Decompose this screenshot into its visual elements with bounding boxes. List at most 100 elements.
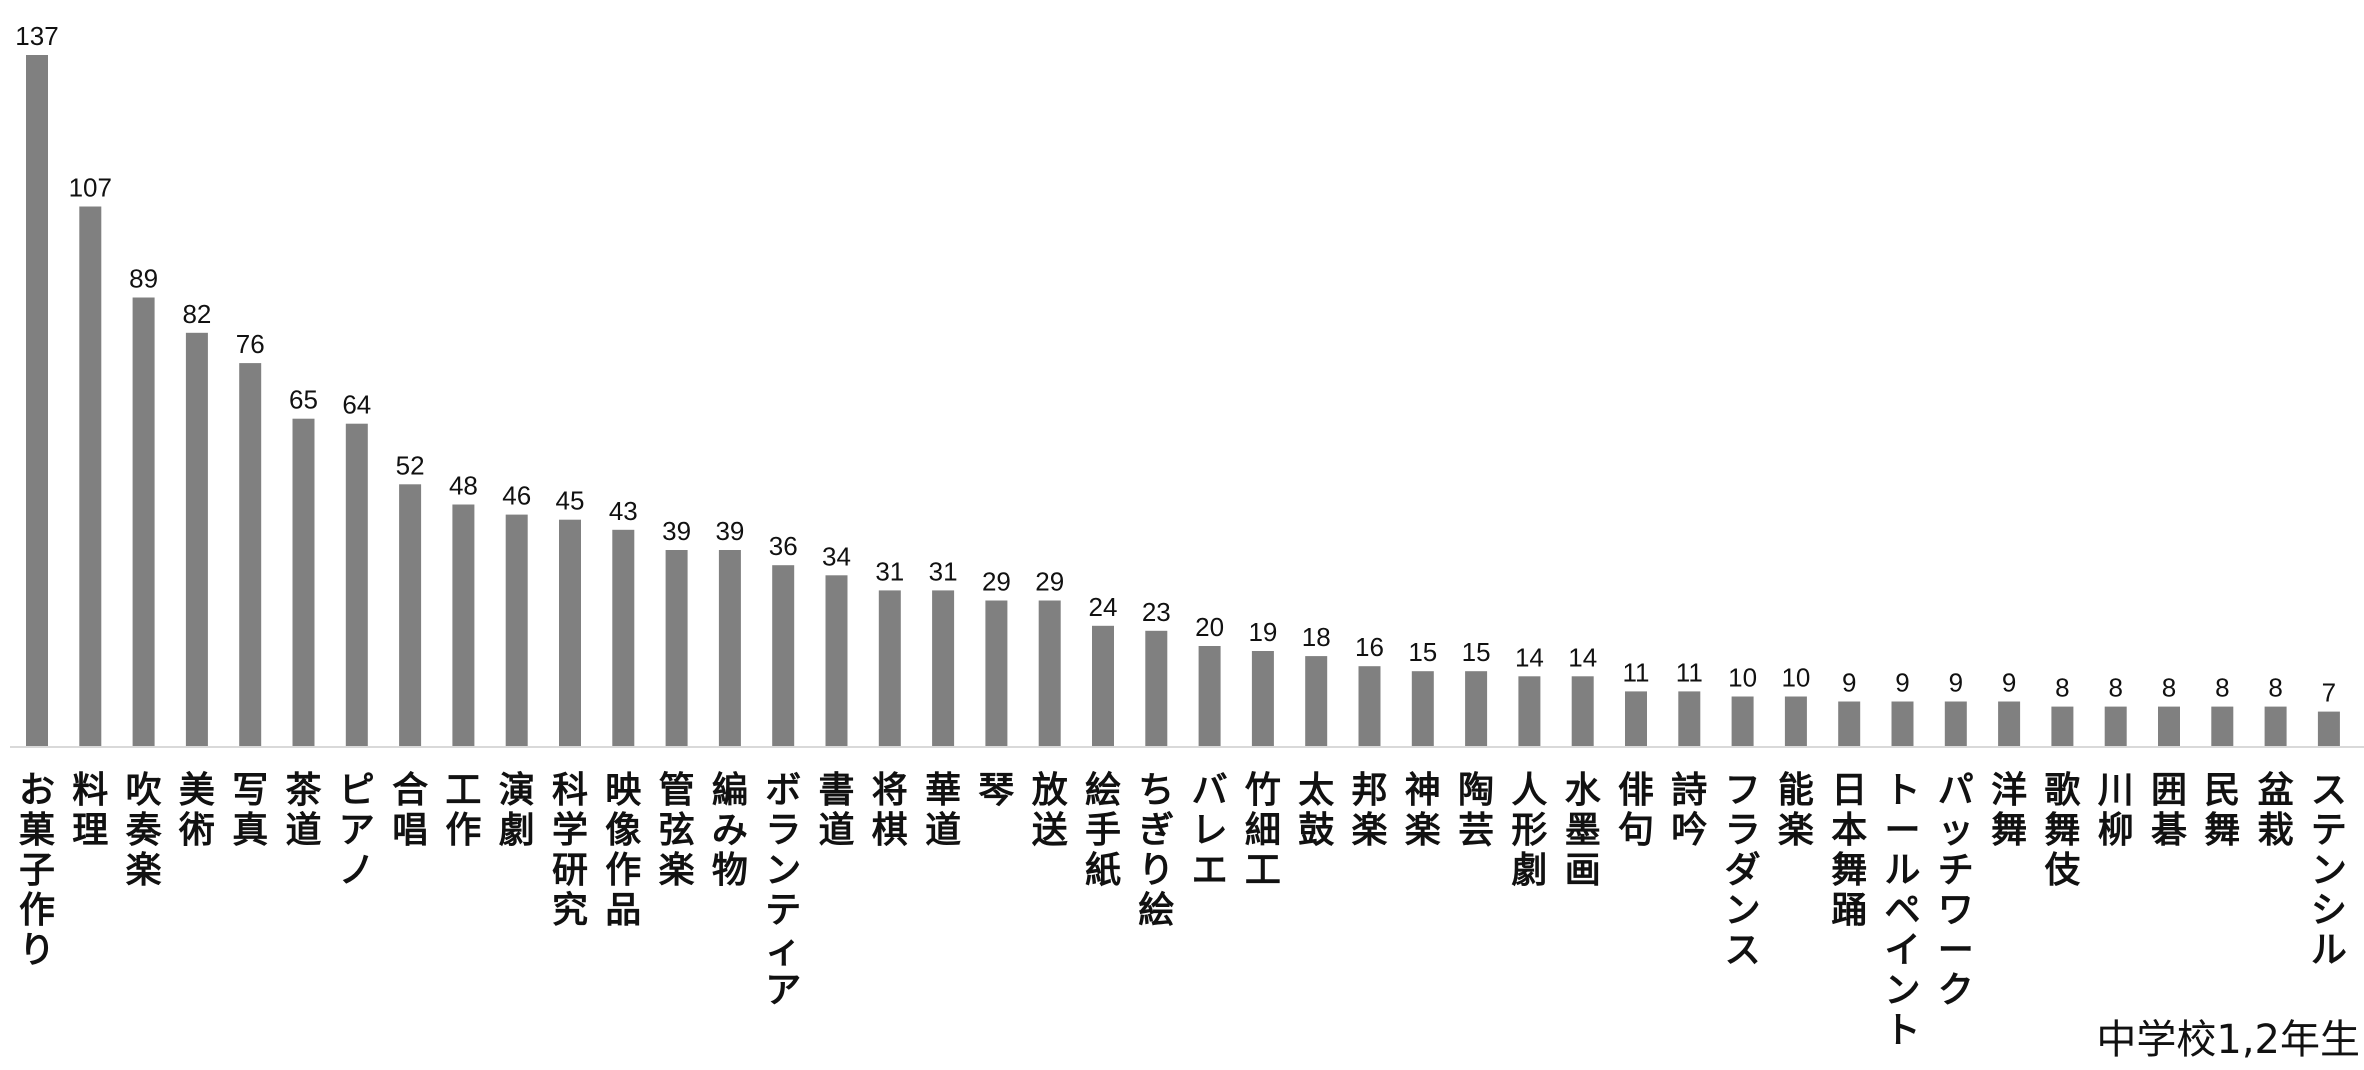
category-label-33: フラダンス xyxy=(1725,770,1761,971)
value-label-15: 36 xyxy=(769,531,798,561)
value-label-37: 9 xyxy=(1949,668,1963,698)
value-label-41: 8 xyxy=(2162,673,2176,703)
category-label-13: 管弦楽 xyxy=(659,770,695,891)
bar-15 xyxy=(772,565,795,747)
category-label-39: 歌舞伎 xyxy=(2044,770,2081,891)
chart-caption: 中学校1,2年生 xyxy=(2096,1017,2360,1063)
category-label-19: 琴 xyxy=(978,770,1014,811)
value-label-11: 45 xyxy=(556,486,585,516)
category-label-31: 俳句 xyxy=(1618,770,1654,851)
value-label-7: 64 xyxy=(342,390,371,420)
bar-33 xyxy=(1731,696,1754,747)
value-label-9: 48 xyxy=(449,471,478,501)
value-label-36: 9 xyxy=(1895,668,1909,698)
bar-39 xyxy=(2051,706,2074,747)
value-label-22: 23 xyxy=(1142,597,1171,627)
bar-29 xyxy=(1518,676,1541,747)
bar-38 xyxy=(1998,701,2021,747)
category-label-36: トールペイント xyxy=(1884,770,1920,1051)
value-label-27: 15 xyxy=(1408,637,1437,667)
bar-40 xyxy=(2104,706,2127,747)
bar-11 xyxy=(559,519,581,747)
category-label-4: 美術 xyxy=(178,770,215,851)
value-label-42: 8 xyxy=(2215,673,2229,703)
category-label-41: 囲碁 xyxy=(2151,770,2187,851)
value-label-18: 31 xyxy=(929,556,958,586)
bar-20 xyxy=(1038,600,1061,747)
bar-24 xyxy=(1251,651,1274,747)
category-label-17: 将棋 xyxy=(872,770,908,851)
category-label-7: ピアノ xyxy=(339,770,375,891)
category-labels-group: お菓子作り料理吹奏楽美術写真茶道ピアノ合唱工作演劇科学研究映像作品管弦楽編み物ボ… xyxy=(19,770,2347,1051)
category-label-21: 絵手紙 xyxy=(1085,770,1121,891)
category-label-28: 陶芸 xyxy=(1458,770,1494,851)
category-label-38: 洋舞 xyxy=(1991,770,2027,851)
bar-7 xyxy=(345,423,368,747)
bar-31 xyxy=(1625,691,1647,747)
value-label-17: 31 xyxy=(875,556,904,586)
bar-13 xyxy=(665,550,688,747)
category-label-37: パッチワーク xyxy=(1938,770,1974,1011)
value-label-14: 39 xyxy=(715,516,744,546)
category-label-40: 川柳 xyxy=(2098,770,2134,851)
category-label-22: ちぎり絵 xyxy=(1138,770,1174,931)
bars-group xyxy=(26,55,2340,747)
category-label-29: 人形劇 xyxy=(1511,770,1547,891)
category-label-20: 放送 xyxy=(1032,770,1068,851)
bar-6 xyxy=(292,418,315,747)
category-label-9: 工作 xyxy=(445,770,481,851)
value-label-40: 8 xyxy=(2108,673,2122,703)
category-label-23: バレエ xyxy=(1192,770,1228,891)
bar-19 xyxy=(985,600,1008,747)
category-label-14: 編み物 xyxy=(712,770,748,891)
category-label-6: 茶道 xyxy=(285,770,322,851)
value-label-33: 10 xyxy=(1728,663,1757,693)
value-label-16: 34 xyxy=(822,541,851,571)
bar-8 xyxy=(399,484,422,747)
category-label-27: 神楽 xyxy=(1405,770,1441,851)
category-label-12: 映像作品 xyxy=(605,770,641,931)
category-label-11: 科学研究 xyxy=(552,770,588,931)
bar-22 xyxy=(1145,630,1168,747)
bar-36 xyxy=(1891,701,1914,747)
bar-18 xyxy=(932,590,955,747)
bar-4 xyxy=(185,332,208,747)
value-label-6: 65 xyxy=(289,385,318,415)
bar-28 xyxy=(1465,671,1488,747)
bar-21 xyxy=(1092,625,1114,747)
category-label-24: 竹細工 xyxy=(1245,770,1281,891)
category-label-44: ステンシル xyxy=(2311,770,2347,971)
bar-43 xyxy=(2264,706,2287,747)
category-label-10: 演劇 xyxy=(499,770,535,851)
bar-2 xyxy=(79,206,102,747)
value-label-24: 19 xyxy=(1248,617,1277,647)
value-label-1: 137 xyxy=(15,21,58,51)
value-label-25: 18 xyxy=(1302,622,1331,652)
category-label-5: 写真 xyxy=(232,770,268,851)
value-label-2: 107 xyxy=(69,173,112,203)
bar-35 xyxy=(1838,701,1861,747)
category-label-35: 日本舞踊 xyxy=(1831,770,1867,931)
value-label-30: 14 xyxy=(1568,642,1597,672)
value-label-23: 20 xyxy=(1195,612,1224,642)
category-label-18: 華道 xyxy=(925,770,961,851)
category-label-8: 合唱 xyxy=(392,770,428,851)
value-label-5: 76 xyxy=(236,329,265,359)
category-label-16: 書道 xyxy=(818,770,854,851)
value-label-44: 7 xyxy=(2322,678,2336,708)
value-label-19: 29 xyxy=(982,567,1011,597)
bar-26 xyxy=(1358,666,1381,747)
value-label-29: 14 xyxy=(1515,642,1544,672)
value-label-10: 46 xyxy=(502,481,531,511)
value-label-3: 89 xyxy=(129,264,158,294)
bar-17 xyxy=(878,590,901,747)
value-label-34: 10 xyxy=(1781,663,1810,693)
bar-3 xyxy=(132,297,155,747)
bar-25 xyxy=(1305,656,1328,747)
value-label-43: 8 xyxy=(2268,673,2282,703)
category-label-2: 料理 xyxy=(72,770,108,851)
value-label-32: 11 xyxy=(1676,657,1703,687)
bar-37 xyxy=(1944,701,1967,747)
